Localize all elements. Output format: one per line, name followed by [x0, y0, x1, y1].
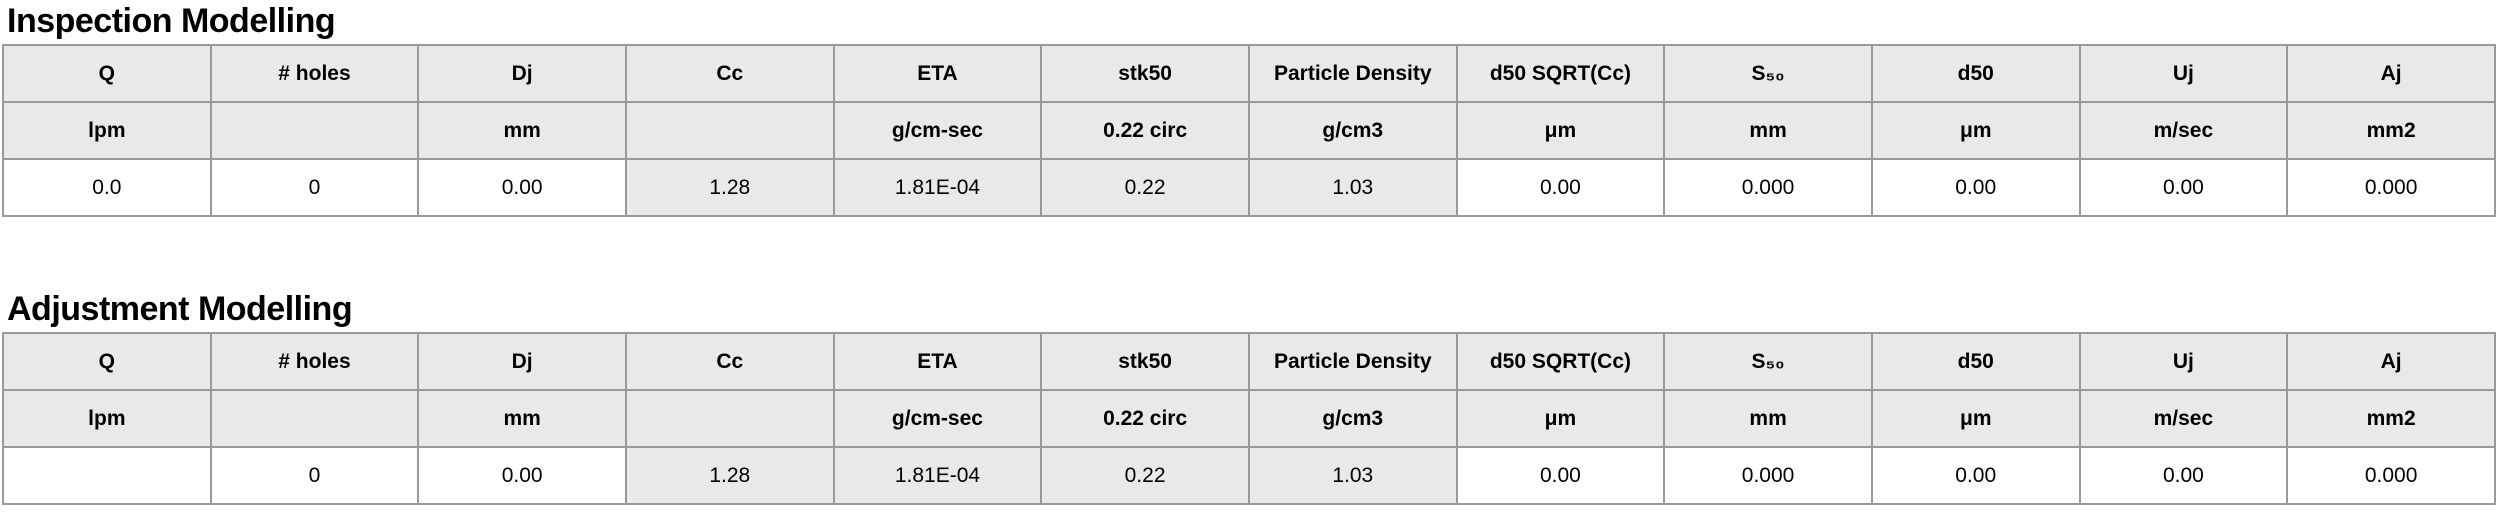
column-header-particle-density: Particle Density: [1247, 44, 1458, 103]
column-unit-particle-density: g/cm3: [1247, 389, 1458, 448]
column-header-particle-density: Particle Density: [1247, 332, 1458, 391]
value-cell-stk50: 0.22: [1040, 158, 1250, 217]
column-unit-stk50: 0.22 circ: [1040, 101, 1250, 160]
value-cell-aj[interactable]: 0.000: [2286, 158, 2496, 217]
column-unit-eta: g/cm-sec: [832, 389, 1043, 448]
column-header-dj: Dj: [417, 332, 627, 391]
column-header-d50: d50: [1870, 44, 2081, 103]
column-header-num-holes: # holes: [209, 332, 420, 391]
column-header-eta: ETA: [832, 332, 1043, 391]
column-unit-stk50: 0.22 circ: [1040, 389, 1250, 448]
column-unit-cc: [624, 389, 835, 448]
column-header-row: Q # holes Dj Cc ETA stk50 Particle Density d50 …: [2, 44, 2496, 103]
value-cell-d50[interactable]: 0.00: [1870, 446, 2081, 505]
value-cell-s50[interactable]: 0.000: [1663, 158, 1873, 217]
column-header-d50-sqrt-cc: d50 SQRT(Cc): [1455, 332, 1666, 391]
column-header-dj: Dj: [417, 44, 627, 103]
value-row: 0 0.00 1.28 1.81E-04 0.22 1.03 0.00 0.000 0.00 0.…: [2, 446, 2496, 505]
column-header-uj: Uj: [2078, 332, 2289, 391]
column-header-q: Q: [2, 332, 212, 391]
value-cell-cc: 1.28: [624, 446, 835, 505]
column-unit-dj: mm: [417, 389, 627, 448]
column-unit-eta: g/cm-sec: [832, 101, 1043, 160]
column-units-row: lpm mm g/cm-sec 0.22 circ g/cm3 μm mm μm m/sec mm…: [2, 389, 2496, 448]
column-header-uj: Uj: [2078, 44, 2289, 103]
value-cell-particle-density: 1.03: [1247, 446, 1458, 505]
column-unit-particle-density: g/cm3: [1247, 101, 1458, 160]
inspection-modelling-table: Q # holes Dj Cc ETA stk50 Particle Density d50 …: [2, 44, 2496, 217]
value-cell-num-holes[interactable]: 0: [209, 446, 420, 505]
value-cell-d50-sqrt-cc[interactable]: 0.00: [1455, 446, 1666, 505]
column-header-stk50: stk50: [1040, 332, 1250, 391]
column-unit-d50-sqrt-cc: μm: [1455, 389, 1666, 448]
value-cell-uj[interactable]: 0.00: [2078, 446, 2289, 505]
value-cell-num-holes[interactable]: 0: [209, 158, 420, 217]
value-cell-eta: 1.81E-04: [832, 158, 1043, 217]
column-header-d50-sqrt-cc: d50 SQRT(Cc): [1455, 44, 1666, 103]
column-unit-uj: m/sec: [2078, 101, 2289, 160]
column-header-d50: d50: [1870, 332, 2081, 391]
column-unit-aj: mm2: [2286, 389, 2496, 448]
column-unit-q: lpm: [2, 101, 212, 160]
column-header-aj: Aj: [2286, 44, 2496, 103]
column-unit-s50: mm: [1663, 101, 1873, 160]
column-header-eta: ETA: [832, 44, 1043, 103]
column-header-stk50: stk50: [1040, 44, 1250, 103]
column-header-num-holes: # holes: [209, 44, 420, 103]
modelling-sheet: Inspection Modelling Q # holes Dj Cc ETA stk5…: [0, 0, 2508, 505]
column-unit-q: lpm: [2, 389, 212, 448]
column-unit-d50-sqrt-cc: μm: [1455, 101, 1666, 160]
value-cell-cc: 1.28: [624, 158, 835, 217]
value-cell-q[interactable]: 0.0: [2, 158, 212, 217]
adjustment-modelling-title: Adjustment Modelling: [7, 290, 353, 328]
column-unit-s50: mm: [1663, 389, 1873, 448]
value-cell-particle-density: 1.03: [1247, 158, 1458, 217]
column-unit-num-holes: [209, 101, 420, 160]
column-header-s50: S₅₀: [1663, 44, 1873, 103]
column-unit-d50: μm: [1870, 389, 2081, 448]
column-unit-uj: m/sec: [2078, 389, 2289, 448]
column-header-aj: Aj: [2286, 332, 2496, 391]
inspection-modelling-title: Inspection Modelling: [7, 2, 336, 40]
value-cell-dj[interactable]: 0.00: [417, 158, 627, 217]
column-unit-dj: mm: [417, 101, 627, 160]
value-cell-aj[interactable]: 0.000: [2286, 446, 2496, 505]
value-cell-eta: 1.81E-04: [832, 446, 1043, 505]
column-header-q: Q: [2, 44, 212, 103]
value-cell-stk50: 0.22: [1040, 446, 1250, 505]
column-unit-cc: [624, 101, 835, 160]
value-cell-d50-sqrt-cc[interactable]: 0.00: [1455, 158, 1666, 217]
value-row: 0.0 0 0.00 1.28 1.81E-04 0.22 1.03 0.00 0.000 0.0…: [2, 158, 2496, 217]
column-header-s50: S₅₀: [1663, 332, 1873, 391]
value-cell-uj[interactable]: 0.00: [2078, 158, 2289, 217]
column-unit-d50: μm: [1870, 101, 2081, 160]
value-cell-s50[interactable]: 0.000: [1663, 446, 1873, 505]
value-cell-dj[interactable]: 0.00: [417, 446, 627, 505]
adjustment-modelling-section: Adjustment Modelling Q # holes Dj Cc ETA stk5…: [0, 288, 2508, 505]
inspection-modelling-section: Inspection Modelling Q # holes Dj Cc ETA stk5…: [0, 0, 2508, 217]
section-gap: [0, 217, 2508, 288]
column-units-row: lpm mm g/cm-sec 0.22 circ g/cm3 μm mm μm m/sec mm…: [2, 101, 2496, 160]
column-unit-aj: mm2: [2286, 101, 2496, 160]
value-cell-q[interactable]: [2, 446, 212, 505]
column-header-cc: Cc: [624, 44, 835, 103]
column-header-cc: Cc: [624, 332, 835, 391]
adjustment-modelling-table: Q # holes Dj Cc ETA stk50 Particle Density d50 …: [2, 332, 2496, 505]
column-unit-num-holes: [209, 389, 420, 448]
value-cell-d50[interactable]: 0.00: [1870, 158, 2081, 217]
column-header-row: Q # holes Dj Cc ETA stk50 Particle Density d50 …: [2, 332, 2496, 391]
